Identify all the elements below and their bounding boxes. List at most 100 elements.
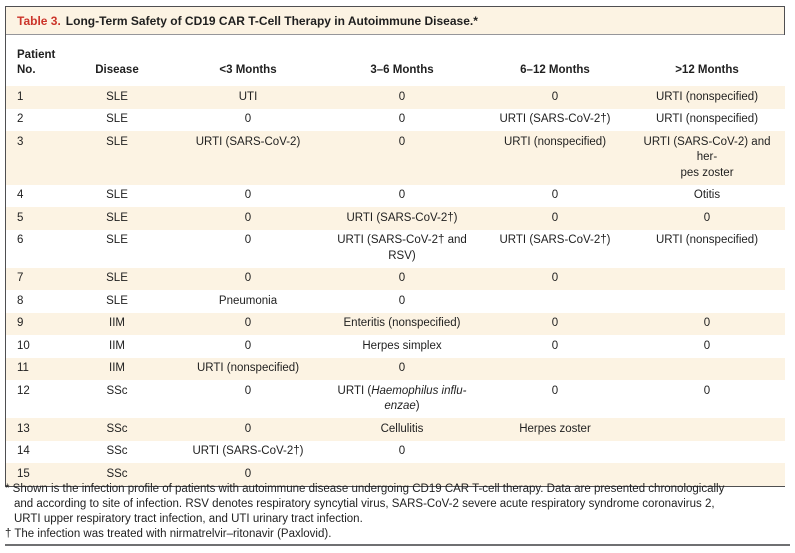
patient-no-cell: 14 <box>17 445 30 457</box>
table-row: 7 SLE 0 0 0 <box>6 267 785 291</box>
infection-cell: 0 <box>551 384 559 397</box>
infection-cell: 0 <box>244 467 252 480</box>
infection-cell <box>481 358 629 381</box>
infection-cell: 0 <box>551 317 559 329</box>
infection-cell: URTI (SARS-CoV-2† and RSV) <box>337 234 467 262</box>
disease-cell: SLE <box>106 90 128 103</box>
infection-cell: URTI (SARS-CoV-2) and her- pes zoster <box>643 135 771 179</box>
text-segment: URTI ( <box>337 384 372 397</box>
disease-cell: IIM <box>109 362 125 374</box>
patient-no-cell: 7 <box>17 272 24 284</box>
patient-no-cell: 15 <box>17 467 30 480</box>
infection-cell: Enteritis (nonspecified) <box>343 317 461 329</box>
patient-no-cell: 4 <box>17 189 24 201</box>
table-row: 4 SLE 0 0 0 Otitis <box>6 184 785 207</box>
infection-cell: UTI <box>238 90 258 103</box>
patient-no-cell: 13 <box>17 422 30 435</box>
patient-no-cell: 9 <box>17 317 24 329</box>
infection-cell: 0 <box>703 384 711 397</box>
column-header-3-6-months: 3–6 Months <box>323 35 481 86</box>
disease-cell: SLE <box>106 189 128 201</box>
footnotes: * Shown is the infection profile of pati… <box>5 482 790 542</box>
infection-cell: 0 <box>703 339 711 352</box>
column-header-6-12-months: 6–12 Months <box>481 35 629 86</box>
infection-cell <box>629 358 785 381</box>
infection-cell: 0 <box>244 211 252 224</box>
table-title: Long-Term Safety of CD19 CAR T-Cell Ther… <box>65 14 478 28</box>
column-header-disease: Disease <box>61 35 173 86</box>
infection-cell <box>629 290 785 313</box>
table-body: 1 SLE UTI 0 0 URTI (nonspecified) 2 SLE 0 0 URTI (… <box>6 86 785 486</box>
disease-cell: IIM <box>109 339 125 352</box>
infection-cell: 0 <box>398 362 406 374</box>
header-row: Patient No. Disease <3 Months 3–6 Months… <box>6 35 785 86</box>
column-header-gt12-months: >12 Months <box>629 35 785 86</box>
table-row: 11 IIM URTI (nonspecified) 0 <box>6 357 785 381</box>
patient-no-cell: 2 <box>17 113 24 125</box>
table-row: 14 SSc URTI (SARS-CoV-2†) 0 <box>6 440 785 464</box>
infection-cell: 0 <box>244 384 252 397</box>
infection-cell: URTI (nonspecified) <box>655 113 759 125</box>
italic-text-segment: Haemophilus influ- enzae <box>371 384 467 413</box>
infection-cell: 0 <box>398 189 406 201</box>
table-row: 9 IIM 0 Enteritis (nonspecified) 0 0 <box>6 312 785 335</box>
patient-no-cell: 1 <box>17 90 24 103</box>
table-title-bar: Table 3. Long-Term Safety of CD19 CAR T-C… <box>6 7 784 35</box>
table-row: 1 SLE UTI 0 0 URTI (nonspecified) <box>6 86 785 109</box>
table-row: 8 SLE Pneumonia 0 <box>6 290 785 313</box>
safety-table: Patient No. Disease <3 Months 3–6 Months… <box>6 35 785 486</box>
infection-cell: URTI (nonspecified) <box>196 362 300 374</box>
infection-cell: 0 <box>244 317 252 329</box>
infection-cell: URTI (SARS-CoV-2†) <box>499 234 611 246</box>
table-row: 13 SSc 0 Cellulitis Herpes zoster <box>6 418 785 441</box>
infection-cell <box>629 268 785 291</box>
infection-cell: 0 <box>551 189 559 201</box>
disease-cell: SLE <box>106 113 128 125</box>
column-header-patient-no: Patient No. <box>6 35 61 86</box>
patient-no-cell: 3 <box>17 135 24 148</box>
table-row: 10 IIM 0 Herpes simplex 0 0 <box>6 335 785 358</box>
infection-cell: Pneumonia <box>218 294 278 307</box>
infection-cell: URTI (SARS-CoV-2†) <box>192 445 304 457</box>
patient-no-cell: 10 <box>17 339 30 352</box>
infection-cell: 0 <box>551 211 559 224</box>
disease-cell: SSc <box>106 445 128 457</box>
infection-cell: Herpes simplex <box>362 339 442 352</box>
infection-cell: 0 <box>551 272 559 284</box>
table-row: 5 SLE 0 URTI (SARS-CoV-2†) 0 0 <box>6 207 785 230</box>
infection-cell: Cellulitis <box>380 422 424 435</box>
patient-no-cell: 11 <box>17 362 29 374</box>
disease-cell: SSc <box>106 467 128 480</box>
safety-table-box: Table 3. Long-Term Safety of CD19 CAR T-C… <box>5 6 785 487</box>
disease-cell: SSc <box>106 384 128 397</box>
infection-cell: URTI (nonspecified) <box>655 90 759 103</box>
infection-cell: URTI (nonspecified) <box>503 135 607 148</box>
table-number-label: Table 3. <box>17 14 61 28</box>
infection-cell: 0 <box>398 113 406 125</box>
infection-cell <box>629 418 785 441</box>
infection-cell: Herpes zoster <box>519 422 591 435</box>
patient-no-cell: 8 <box>17 294 24 307</box>
infection-cell: 0 <box>244 272 252 284</box>
table-row: 2 SLE 0 0 URTI (SARS-CoV-2†) URTI (nonspecifi… <box>6 108 785 131</box>
infection-cell <box>481 290 629 313</box>
footnote-dagger: † The infection was treated with nirmatr… <box>5 528 332 540</box>
infection-cell: 0 <box>398 294 406 307</box>
text-segment: ) <box>415 400 420 412</box>
infection-cell: URTI (Haemophilus influ- enzae) <box>323 380 481 418</box>
infection-cell: 0 <box>398 90 406 103</box>
footnote-asterisk: * Shown is the infection profile of pati… <box>5 483 725 525</box>
infection-cell: 0 <box>398 445 406 457</box>
disease-cell: SLE <box>106 135 128 148</box>
infection-cell: Otitis <box>693 189 721 201</box>
table-row: 12 SSc 0 URTI (Haemophilus influ- enzae) 0 0 <box>6 380 785 418</box>
infection-cell: 0 <box>703 317 711 329</box>
disease-cell: SLE <box>106 272 128 284</box>
infection-cell: 0 <box>551 339 559 352</box>
infection-cell: 0 <box>703 211 711 224</box>
bottom-rule <box>5 544 790 546</box>
infection-cell: 0 <box>398 135 406 148</box>
disease-cell: SLE <box>106 234 128 246</box>
infection-cell <box>629 441 785 464</box>
